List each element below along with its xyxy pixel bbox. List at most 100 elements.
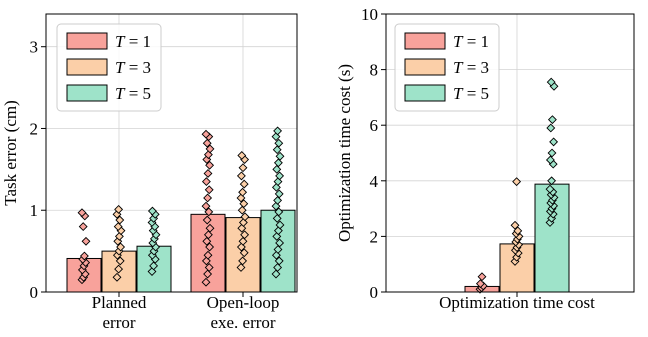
data-point-1-s2-g0 [545,184,555,194]
legend-label-0-2: T = 5 [115,84,151,103]
data-point-0-s2-g1 [271,250,281,260]
y-tick-label: 4 [370,172,379,191]
data-point-0-s1-g1 [237,223,247,233]
legend-swatch-2 [404,84,446,102]
data-point-0-s1-g1 [238,163,248,173]
data-point-0-s2-g1 [273,226,283,236]
legend-swatch-2 [66,84,108,102]
y-axis-label: Optimization time cost (s) [335,64,354,242]
data-point-0-s0-g1 [202,236,212,246]
legend-swatch-1 [66,58,108,76]
data-point-1-s2-g0 [549,137,559,147]
legend-label-1-0: T = 1 [453,32,489,51]
data-point-1-s1-g0 [510,220,520,230]
data-point-0-s2-g0 [147,267,157,276]
plot-frame [385,13,635,293]
data-point-1-s2-g0 [546,123,556,133]
data-point-0-s2-g1 [273,158,283,168]
data-point-0-s1-g1 [239,248,249,258]
data-point-0-s2-g1 [271,201,281,211]
data-point-0-s0-g1 [204,185,214,195]
data-point-0-s0-g1 [205,160,215,170]
data-point-0-s0-g1 [203,169,213,178]
data-point-1-s0-g0 [475,279,485,289]
data-point-0-s2-g1 [272,231,282,241]
y-tick-label: 10 [361,5,378,24]
data-point-0-s2-g1 [273,126,283,136]
x-category-label: Planned [92,293,147,312]
legend-swatch-0 [66,32,108,50]
data-point-0-s0-g1 [201,256,211,266]
y-axis-label: Task error (cm) [1,100,20,205]
data-point-0-s1-g1 [237,151,247,160]
data-point-0-s0-g1 [203,230,213,240]
data-point-0-s0-g0 [78,222,88,232]
legend-swatch-0 [404,32,446,50]
data-point-0-s2-g1 [275,171,285,181]
data-point-0-s1-g1 [239,199,249,209]
data-point-0-s0-g1 [204,207,214,217]
x-category-label: error [102,313,135,332]
y-tick-label: 8 [370,61,379,80]
data-point-0-s2-g1 [275,238,285,248]
data-point-0-s0-g1 [205,242,215,252]
data-point-1-s2-g0 [545,155,555,165]
data-point-0-s0-g1 [203,193,213,203]
data-point-0-s1-g1 [236,263,246,272]
data-point-0-s0-g1 [202,155,212,164]
data-point-0-s0-g1 [201,201,211,211]
data-point-0-s2-g1 [273,195,283,205]
data-point-0-s2-g1 [274,207,284,217]
data-point-0-s0-g0 [79,251,89,261]
data-point-0-s2-g1 [273,263,283,272]
data-point-0-s0-g1 [203,250,213,260]
data-point-0-s2-g1 [275,151,285,161]
data-point-1-s2-g0 [546,77,556,87]
legend-label-0-1: T = 3 [115,58,151,77]
data-point-0-s2-g1 [272,145,282,155]
data-point-0-s1-g0 [116,242,126,252]
data-point-0-s2-g0 [147,206,157,216]
data-point-0-s0-g1 [205,144,215,154]
data-point-0-s0-g1 [205,223,215,233]
data-point-0-s1-g0 [114,264,124,274]
data-point-0-s1-g1 [240,230,250,240]
data-point-0-s1-g1 [236,171,246,181]
data-point-0-s1-g0 [115,215,125,225]
x-category-label: Open-loop [207,293,280,312]
data-point-0-s2-g1 [274,138,284,148]
data-point-0-s1-g1 [239,179,249,189]
data-point-0-s2-g1 [271,269,281,279]
data-point-0-s2-g1 [273,245,283,254]
data-point-0-s1-g0 [112,209,122,219]
data-point-0-s1-g1 [237,205,247,215]
data-point-0-s0-g1 [201,177,211,187]
legend-label-1-2: T = 5 [453,84,489,103]
data-point-0-s1-g1 [238,187,248,197]
data-point-1-s1-g0 [512,177,522,187]
data-point-0-s0-g1 [202,215,212,225]
y-tick-label: 0 [30,283,39,302]
data-point-0-s2-g1 [272,164,282,174]
data-point-0-s0-g1 [203,150,213,160]
legend-label-1-1: T = 3 [453,58,489,77]
data-point-0-s0-g1 [202,138,212,148]
y-tick-label: 1 [30,201,39,220]
data-point-0-s2-g1 [274,189,284,199]
y-tick-label: 0 [370,283,379,302]
data-point-0-s1-g1 [238,256,248,266]
data-point-1-s1-g0 [513,226,523,236]
data-point-0-s0-g0 [77,208,87,218]
data-point-0-s0-g0 [81,236,91,246]
data-point-1-s0-g0 [477,272,487,282]
y-tick-label: 2 [30,119,39,138]
data-point-0-s1-g1 [238,236,248,246]
data-point-1-s2-g0 [547,115,557,125]
plot-frame [45,13,298,293]
data-point-0-s1-g0 [114,204,124,214]
data-point-0-s2-g1 [275,220,285,230]
time-cost-chart: 0 2 4 6 8 10 Optimization time cost Optimizatio… [335,5,635,312]
data-point-0-s0-g1 [201,277,211,287]
y-tick-label: 2 [370,227,379,246]
